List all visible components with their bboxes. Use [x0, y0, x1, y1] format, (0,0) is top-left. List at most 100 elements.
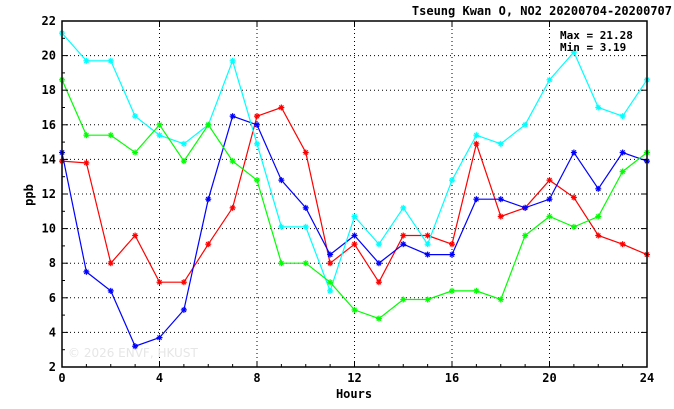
series-lines	[59, 30, 650, 350]
data-point	[424, 232, 431, 239]
data-point	[400, 296, 407, 303]
data-point	[595, 213, 602, 220]
data-point	[278, 177, 285, 184]
data-point	[546, 196, 553, 203]
data-point	[132, 149, 139, 156]
data-point	[546, 76, 553, 83]
x-tick-label: 16	[445, 371, 459, 385]
data-point	[229, 113, 236, 120]
y-tick-label: 8	[49, 256, 56, 270]
data-point	[254, 140, 260, 147]
data-point	[449, 251, 455, 258]
data-point	[400, 204, 407, 211]
x-axis-ticks: 0 4 8 12 16 20 24	[58, 21, 654, 385]
data-point	[205, 121, 212, 128]
data-point	[570, 194, 577, 201]
chart-title: Tseung Kwan O, NO2 20200704-20200707	[412, 4, 672, 18]
y-tick-label: 22	[42, 14, 56, 28]
data-point	[302, 223, 309, 230]
data-point	[156, 132, 163, 139]
data-point	[156, 334, 163, 341]
grid-lines	[62, 21, 647, 367]
x-tick-label: 20	[542, 371, 556, 385]
data-point	[156, 279, 163, 286]
watermark-text: © 2026 ENVF, HKUST	[68, 346, 198, 360]
data-point	[278, 260, 285, 267]
y-tick-label: 14	[42, 152, 56, 166]
data-point	[327, 287, 334, 294]
y-tick-label: 2	[49, 360, 56, 374]
series-3	[59, 76, 650, 322]
data-point	[156, 121, 163, 128]
min-label: Min = 3.19	[560, 41, 626, 54]
data-point	[570, 223, 577, 230]
data-point	[83, 57, 90, 64]
x-tick-label: 8	[253, 371, 260, 385]
data-point	[302, 260, 309, 267]
data-point	[132, 232, 139, 239]
series-1	[59, 113, 650, 350]
data-point	[619, 113, 626, 120]
data-point	[180, 140, 187, 147]
watermark: © 2026 ENVF, HKUST	[68, 346, 198, 360]
data-point	[522, 121, 529, 128]
data-point	[229, 204, 236, 211]
data-point	[522, 204, 529, 211]
data-point	[546, 177, 553, 184]
data-point	[595, 185, 602, 192]
y-tick-label: 4	[49, 325, 56, 339]
data-point	[473, 287, 480, 294]
data-point	[424, 296, 431, 303]
data-point	[205, 241, 212, 248]
data-point	[546, 213, 553, 220]
data-point	[205, 196, 212, 203]
data-point	[180, 306, 187, 313]
data-point	[375, 279, 382, 286]
data-point	[375, 260, 382, 267]
y-tick-label: 18	[42, 83, 56, 97]
series-line	[61, 79, 648, 320]
x-tick-label: 24	[640, 371, 654, 385]
data-point	[619, 168, 626, 175]
data-point	[327, 279, 334, 286]
data-point	[375, 241, 382, 248]
data-point	[570, 49, 577, 56]
data-point	[302, 149, 309, 156]
max-label: Max = 21.28	[560, 29, 633, 42]
data-point	[302, 204, 309, 211]
data-point	[351, 241, 358, 248]
data-point	[254, 113, 260, 120]
data-point	[619, 149, 626, 156]
x-tick-label: 0	[58, 371, 65, 385]
y-tick-label: 16	[42, 118, 56, 132]
data-point	[107, 260, 114, 267]
data-point	[107, 287, 114, 294]
data-point	[351, 306, 358, 313]
data-point	[522, 232, 529, 239]
data-point	[278, 104, 285, 111]
data-point	[180, 158, 187, 165]
data-point	[473, 196, 480, 203]
x-tick-label: 4	[156, 371, 163, 385]
data-point	[180, 279, 187, 286]
data-point	[351, 213, 358, 220]
y-tick-label: 6	[49, 291, 56, 305]
data-point	[229, 57, 236, 64]
data-point	[570, 149, 577, 156]
data-point	[595, 232, 602, 239]
data-point	[400, 241, 407, 248]
data-point	[107, 57, 114, 64]
data-point	[278, 223, 285, 230]
data-point	[132, 343, 139, 350]
data-point	[424, 251, 431, 258]
data-point	[327, 260, 334, 267]
data-point	[83, 268, 90, 275]
data-point	[132, 113, 139, 120]
data-point	[497, 213, 504, 220]
x-axis-label: Hours	[336, 387, 372, 401]
data-point	[449, 177, 455, 184]
data-point	[473, 132, 480, 139]
data-point	[619, 241, 626, 248]
y-axis-label: ppb	[22, 184, 36, 206]
